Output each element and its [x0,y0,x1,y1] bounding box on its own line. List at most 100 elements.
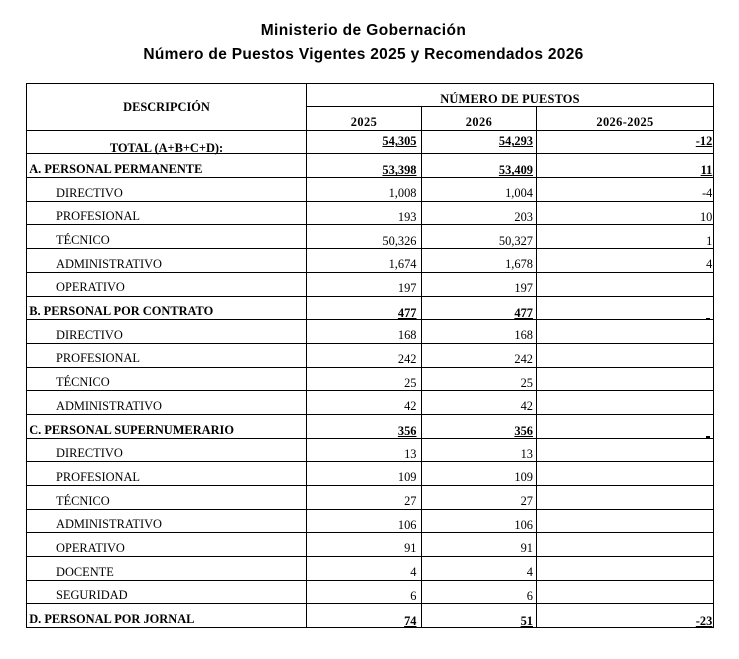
row-label: OPERATIVO [56,280,125,295]
value-2026: 54,293 [498,134,533,149]
value-2026: 477 [514,305,533,320]
value-2025: 54,305 [382,134,417,149]
row-label: TÉCNICO [56,375,110,390]
row-label: TÉCNICO [56,493,110,508]
row-label: ADMINISTRATIVO [56,256,163,271]
value-2025: 109 [397,470,417,485]
value-2026: 168 [514,328,533,343]
header-year-2025: 2025 [306,106,422,132]
value-2026: 1,004 [505,186,533,201]
value-2026: 106 [514,517,533,532]
positions-table: DESCRIPCIÓN NÚMERO DE PUESTOS 2025 2026 … [26,82,715,629]
value-2025: 13 [404,446,417,461]
row-label: ADMINISTRATIVO [56,517,163,532]
document-title: Ministerio de Gobernación [260,21,467,39]
value-2025: 25 [404,375,417,390]
value-diff: -12 [695,134,713,149]
row-label: PROFESIONAL [56,209,140,224]
value-2025: 477 [397,305,417,320]
table-row: TÉCNICO 27 27 [26,485,715,510]
header-year-2026: 2026 [421,106,537,132]
value-2025: 106 [397,517,417,532]
row-label: TÉCNICO [56,233,110,248]
value-2025: 168 [397,328,417,343]
value-2025: 197 [397,280,417,295]
table-row: DOCENTE 4 4 [26,556,715,581]
underscore-mark [705,317,710,320]
table-row: B. PERSONAL POR CONTRATO 477 477 [26,295,715,321]
table-row: OPERATIVO 91 91 [26,532,715,558]
value-2025: 1,008 [388,186,417,201]
value-2026: 13 [520,446,533,461]
table-row: TÉCNICO 25 25 [26,366,715,392]
row-label: SEGURIDAD [56,588,128,603]
row-label: TOTAL (A+B+C+D): [109,140,224,155]
header-description: DESCRIPCIÓN [26,82,307,132]
row-label: ADMINISTRATIVO [56,398,163,413]
row-label: PROFESIONAL [56,469,140,484]
row-label: DIRECTIVO [56,185,123,200]
value-diff: -4 [702,186,713,201]
row-label: DOCENTE [56,564,114,579]
row-label: PROFESIONAL [56,351,140,366]
value-2025: 242 [397,351,417,366]
value-diff: 4 [706,257,713,272]
table-row: DIRECTIVO 168 168 [26,319,715,344]
value-2026: 356 [514,424,533,439]
value-2026: 91 [520,541,533,556]
table-row: ADMINISTRATIVO 106 106 [26,508,715,534]
value-diff: 10 [699,209,713,224]
value-2025: 193 [397,209,417,224]
row-label: A. PERSONAL PERMANENTE [29,162,203,177]
value-2026: 25 [520,375,533,390]
value-2026: 242 [514,351,533,366]
table-row: ADMINISTRATIVO 42 42 [26,390,715,415]
value-2026: 4 [526,565,533,580]
value-2025: 91 [404,541,417,556]
value-2026: 203 [514,209,533,224]
value-2025: 1,674 [388,257,417,272]
value-diff: 11 [700,163,713,178]
value-2026: 1,678 [505,257,533,272]
table-row: PROFESIONAL 109 109 [26,461,715,486]
value-2026: 53,409 [498,163,533,178]
value-2026: 6 [526,588,533,603]
value-2026: 109 [514,470,533,485]
table-row: D. PERSONAL POR JORNAL 74 51 -23 [26,603,715,629]
value-2025: 4 [410,565,417,580]
row-label: DIRECTIVO [56,446,123,461]
table-row: PROFESIONAL 193 203 10 [26,200,715,226]
table-row: C. PERSONAL SUPERNUMERARIO 356 356 [26,413,715,439]
value-2026: 51 [520,613,533,628]
value-2026: 197 [514,280,533,295]
document-subtitle: Número de Puestos Vigentes 2025 y Recome… [143,45,584,63]
value-2026: 50,327 [498,233,533,248]
value-2026: 27 [520,494,533,509]
row-label: DIRECTIVO [56,327,123,342]
value-2025: 74 [404,613,417,628]
table-row: DIRECTIVO 1,008 1,004 -4 [26,177,715,202]
row-label: D. PERSONAL POR JORNAL [29,612,195,627]
table-row: A. PERSONAL PERMANENTE 53,398 53,409 11 [26,153,715,179]
value-diff: 1 [706,233,713,248]
row-label: C. PERSONAL SUPERNUMERARIO [29,422,234,437]
table-row: TOTAL (A+B+C+D): 54,305 54,293 -12 [26,130,715,155]
table-row: DIRECTIVO 13 13 [26,437,715,463]
value-2025: 356 [397,424,417,439]
table-row: PROFESIONAL 242 242 [26,342,715,368]
table-row: ADMINISTRATIVO 1,674 1,678 4 [26,248,715,273]
header-group-number-of-positions: NÚMERO DE PUESTOS [305,82,715,108]
underscore-mark [705,436,710,439]
header-diff-2026-2025: 2026-2025 [535,106,715,132]
value-2025: 42 [404,399,417,414]
table-row: TÉCNICO 50,326 50,327 1 [26,224,715,250]
value-2025: 50,326 [382,233,417,248]
table-row: SEGURIDAD 6 6 [26,579,715,605]
table-row: OPERATIVO 197 197 [26,271,715,297]
value-diff: -23 [695,613,713,628]
value-2025: 53,398 [382,163,417,178]
row-label: OPERATIVO [56,540,125,555]
row-label: B. PERSONAL POR CONTRATO [29,304,214,319]
value-2025: 6 [410,588,417,603]
value-2026: 42 [520,399,533,414]
